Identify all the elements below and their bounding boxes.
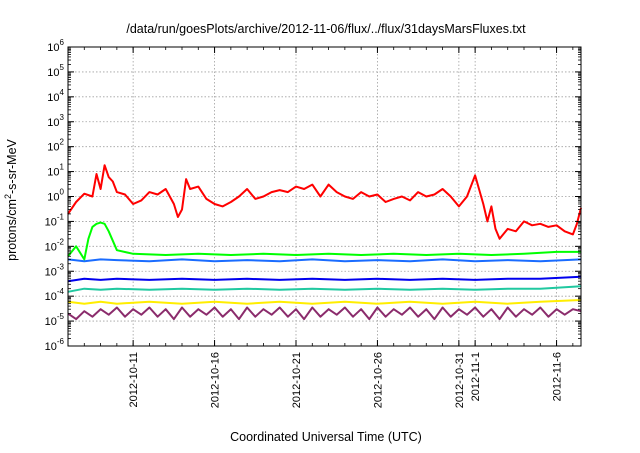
y-tick-label-exp: 2 bbox=[60, 138, 65, 147]
y-tick-label-exp: -6 bbox=[57, 337, 65, 346]
x-tick-label: 2012-10-26 bbox=[372, 352, 384, 408]
x-tick-label: 2012-10-16 bbox=[210, 352, 222, 408]
series-layer bbox=[67, 164, 582, 321]
y-tick-label-exp: -3 bbox=[57, 262, 65, 271]
y-axis-label: protons/cm2-s-sr-MeV bbox=[3, 138, 19, 260]
y-tick-label: 102 bbox=[47, 138, 64, 154]
y-tick-label: 103 bbox=[47, 113, 64, 129]
y-tick-label-base: 10 bbox=[45, 316, 57, 328]
y-tick-label: 106 bbox=[47, 38, 64, 54]
grid-layer bbox=[68, 46, 581, 347]
y-tick-label: 10-4 bbox=[45, 287, 65, 303]
x-tick-label: 2012-11-6 bbox=[552, 352, 564, 401]
y-tick-label-exp: -4 bbox=[57, 287, 65, 296]
y-tick-label-exp: 6 bbox=[60, 38, 65, 47]
y-tick-label: 105 bbox=[47, 63, 64, 79]
y-tick-label-exp: -2 bbox=[57, 237, 65, 246]
y-tick-label-base: 10 bbox=[47, 42, 59, 54]
y-tick-label-exp: 3 bbox=[60, 113, 65, 122]
x-tick-label: 2012-10-31 bbox=[454, 352, 466, 408]
x-tick-label: 2012-10-21 bbox=[291, 352, 303, 408]
x-tick-label: 2012-11-1 bbox=[470, 352, 482, 401]
y-tick-label-exp: -5 bbox=[57, 312, 65, 321]
y-tick-label: 10-2 bbox=[45, 237, 65, 253]
series-line bbox=[67, 275, 582, 283]
y-tick-label: 10-5 bbox=[45, 312, 65, 328]
y-tick-label: 100 bbox=[47, 188, 64, 204]
y-axis-label-rest: -s-sr-MeV bbox=[5, 138, 19, 194]
series-line bbox=[67, 299, 582, 305]
y-tick-label-exp: 4 bbox=[60, 88, 65, 97]
series-line bbox=[67, 306, 582, 321]
y-axis-label-main: protons/cm bbox=[5, 199, 19, 261]
y-tick-label-base: 10 bbox=[45, 216, 57, 228]
series-line bbox=[67, 258, 582, 263]
chart-title: /data/run/goesPlots/archive/2012-11-06/f… bbox=[126, 22, 526, 36]
y-tick-label-base: 10 bbox=[47, 192, 59, 204]
y-tick-label-base: 10 bbox=[47, 92, 59, 104]
y-tick-label-exp: 5 bbox=[60, 63, 65, 72]
y-tick-label-base: 10 bbox=[47, 142, 59, 154]
series-line bbox=[67, 164, 582, 240]
y-tick-label-base: 10 bbox=[45, 241, 57, 253]
y-tick-label-base: 10 bbox=[47, 67, 59, 79]
y-tick-label-base: 10 bbox=[45, 266, 57, 278]
y-tick-label-base: 10 bbox=[45, 291, 57, 303]
y-tick-label-exp: 0 bbox=[60, 188, 65, 197]
y-tick-label-base: 10 bbox=[47, 167, 59, 179]
series-line bbox=[67, 285, 582, 293]
y-tick-label-exp: 1 bbox=[60, 163, 65, 172]
ticks-layer: 10-610-510-410-310-210-11001011021031041… bbox=[45, 38, 581, 408]
series-line bbox=[67, 221, 581, 261]
y-tick-label: 101 bbox=[47, 163, 64, 179]
x-tick-label: 2012-10-11 bbox=[128, 352, 140, 407]
y-tick-label: 104 bbox=[47, 88, 64, 104]
y-tick-label: 10-3 bbox=[45, 262, 65, 278]
y-tick-label-exp: -1 bbox=[57, 212, 65, 221]
y-tick-label-base: 10 bbox=[45, 341, 57, 353]
y-tick-label: 10-6 bbox=[45, 337, 65, 353]
x-axis-label: Coordinated Universal Time (UTC) bbox=[230, 430, 422, 444]
y-tick-label: 10-1 bbox=[45, 212, 65, 228]
y-tick-label-base: 10 bbox=[47, 117, 59, 129]
y-axis-label-sup: 2 bbox=[3, 194, 13, 199]
